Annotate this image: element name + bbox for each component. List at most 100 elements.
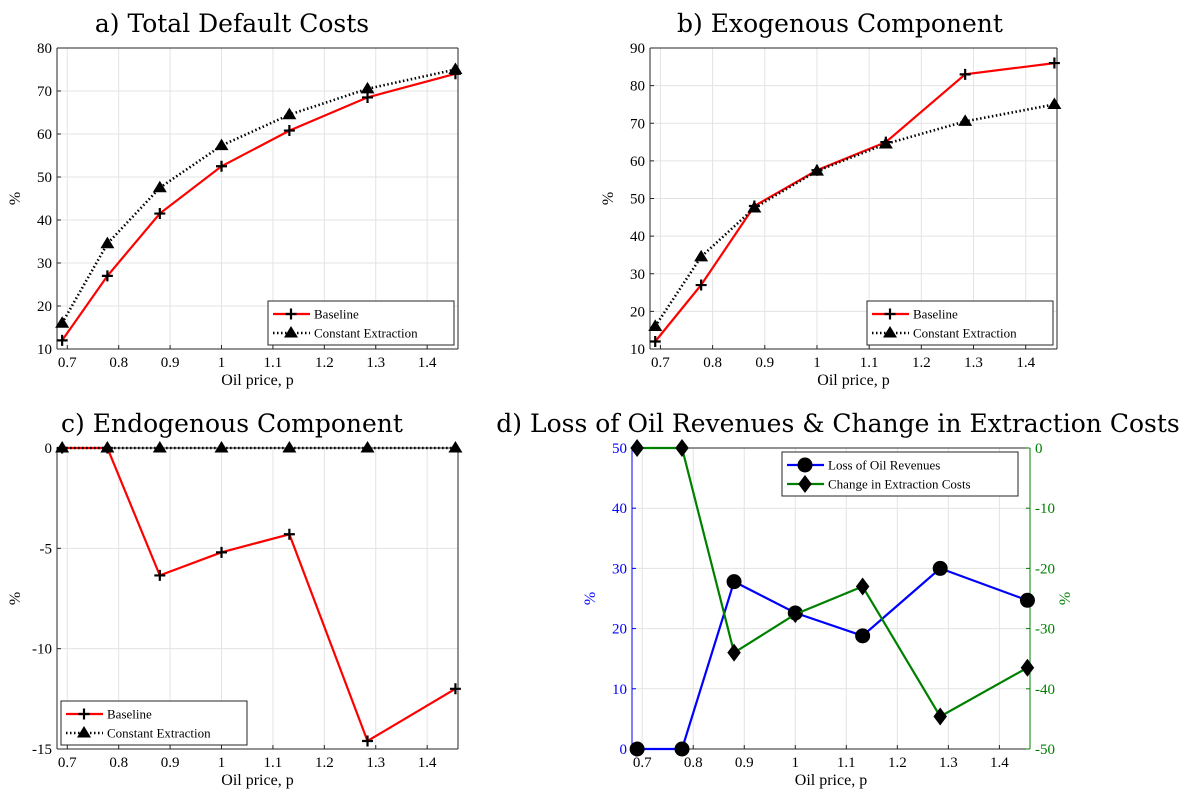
legend-label: Constant Extraction xyxy=(913,326,1017,341)
series-line xyxy=(637,567,1028,751)
data-point xyxy=(1048,57,1060,69)
data-point xyxy=(878,136,893,149)
series-2 xyxy=(630,439,1035,726)
data-point xyxy=(360,81,375,94)
y-axis-label: % xyxy=(7,192,24,205)
x-tick-label: 0.7 xyxy=(58,755,77,771)
y-tick-label: 50 xyxy=(37,170,52,186)
data-point xyxy=(154,208,166,220)
x-tick-label: 1.4 xyxy=(1016,355,1035,371)
legend-marker xyxy=(284,326,298,338)
y-tick-label: -10 xyxy=(32,642,52,658)
data-point xyxy=(726,574,742,590)
x-tick-label: 1.2 xyxy=(315,755,334,771)
y-tick-label: 20 xyxy=(612,622,627,638)
y-axis-label: % xyxy=(7,592,24,605)
x-tick-label: 0.7 xyxy=(633,755,652,771)
x-tick-label: 0.9 xyxy=(755,355,774,371)
legend-label: Baseline xyxy=(314,307,359,322)
y-right-tick-label: -10 xyxy=(1035,501,1055,517)
x-tick-label: 0.8 xyxy=(684,755,703,771)
data-point xyxy=(933,707,947,726)
legend-label: Loss of Oil Revenues xyxy=(828,458,940,473)
data-point xyxy=(216,160,228,172)
legend-box xyxy=(866,300,1054,346)
y-axis-label: % xyxy=(600,192,617,205)
legend: Loss of Oil Revenues Change in Extraction… xyxy=(781,451,1019,497)
data-point xyxy=(958,114,973,126)
y-tick-label: 60 xyxy=(630,154,645,170)
x-tick-label: 1.2 xyxy=(315,355,334,371)
y-tick-label: 40 xyxy=(37,213,52,229)
legend-label: Constant Extraction xyxy=(107,726,211,741)
x-axis-label: Oil price, p xyxy=(817,372,889,389)
data-point xyxy=(630,439,644,457)
y-tick-label: -5 xyxy=(40,541,53,557)
y-tick-label: -15 xyxy=(32,742,52,758)
chart-title: d) Loss of Oil Revenues & Change in Extr… xyxy=(496,409,1179,438)
series-line xyxy=(60,68,456,324)
legend-box xyxy=(781,451,1019,497)
y-tick-label: 30 xyxy=(630,267,645,283)
data-point xyxy=(1020,658,1035,677)
data-point xyxy=(932,560,948,576)
x-tick-label: 0.9 xyxy=(161,755,180,771)
y-tick-label: 0 xyxy=(620,742,628,758)
x-axis-label: Oil price, p xyxy=(795,772,867,789)
y-tick-label: 10 xyxy=(630,342,645,358)
y-right-tick-label: -30 xyxy=(1035,622,1055,638)
legend-marker xyxy=(78,708,90,720)
legend-marker xyxy=(77,726,91,738)
y-tick-label: 10 xyxy=(37,342,52,358)
data-point xyxy=(100,441,115,453)
x-tick-label: 1.2 xyxy=(888,755,907,771)
legend-label: Baseline xyxy=(107,707,152,722)
y-axis-label: % xyxy=(582,592,599,605)
y-tick-label: 70 xyxy=(37,84,52,100)
series-line xyxy=(61,72,456,342)
data-point xyxy=(362,735,374,747)
x-tick-label: 1.2 xyxy=(912,355,931,371)
x-tick-label: 0.7 xyxy=(651,355,670,371)
series-2 xyxy=(55,62,463,328)
data-point xyxy=(855,628,871,644)
x-tick-label: 1 xyxy=(813,355,821,371)
y-tick-label: 70 xyxy=(630,116,645,132)
legend-marker xyxy=(883,326,897,338)
x-tick-label: 1 xyxy=(792,755,800,771)
y-tick-label: 50 xyxy=(612,441,627,457)
y-tick-label: 30 xyxy=(612,561,627,577)
data-point xyxy=(152,441,167,453)
data-point xyxy=(362,91,374,103)
y-right-tick-label: 0 xyxy=(1035,441,1043,457)
data-point xyxy=(648,319,663,331)
x-axis-label: Oil price, p xyxy=(221,372,293,389)
series-line xyxy=(654,103,1055,328)
x-tick-label: 1 xyxy=(218,355,226,371)
x-tick-label: 0.8 xyxy=(109,355,128,371)
y-tick-label: 80 xyxy=(630,79,645,95)
data-point xyxy=(448,62,463,75)
data-point xyxy=(214,441,229,453)
x-tick-label: 1.4 xyxy=(418,355,437,371)
data-point xyxy=(727,643,741,662)
y-right-tick-label: -40 xyxy=(1035,682,1055,698)
y-tick-label: 50 xyxy=(630,192,645,208)
data-point xyxy=(283,528,295,540)
chart-panel-1: 0.7 0.8 0.9 1 1.1 1.2 1.3 1.4 10 20 30 40 50 60 70 80 a)… xyxy=(7,9,463,389)
chart-panel-4: 0.7 0.8 0.9 1 1.1 1.2 1.3 1.4 0 10 20 30 40 50 -50 -40 -… xyxy=(496,409,1179,789)
data-point xyxy=(809,164,824,176)
data-point xyxy=(154,569,166,581)
legend-label: Constant Extraction xyxy=(314,326,418,341)
chart-title: a) Total Default Costs xyxy=(95,9,369,38)
data-point xyxy=(747,200,762,213)
y-tick-label: 60 xyxy=(37,127,52,143)
y-tick-label: 30 xyxy=(37,256,52,272)
y-tick-label: 10 xyxy=(612,682,627,698)
legend-box xyxy=(267,300,455,346)
legend: Baseline Constant Extraction xyxy=(866,300,1054,346)
y-right-tick-label: -20 xyxy=(1035,561,1055,577)
y-right-axis-label: % xyxy=(1057,592,1074,605)
legend: Baseline Constant Extraction xyxy=(60,700,248,746)
